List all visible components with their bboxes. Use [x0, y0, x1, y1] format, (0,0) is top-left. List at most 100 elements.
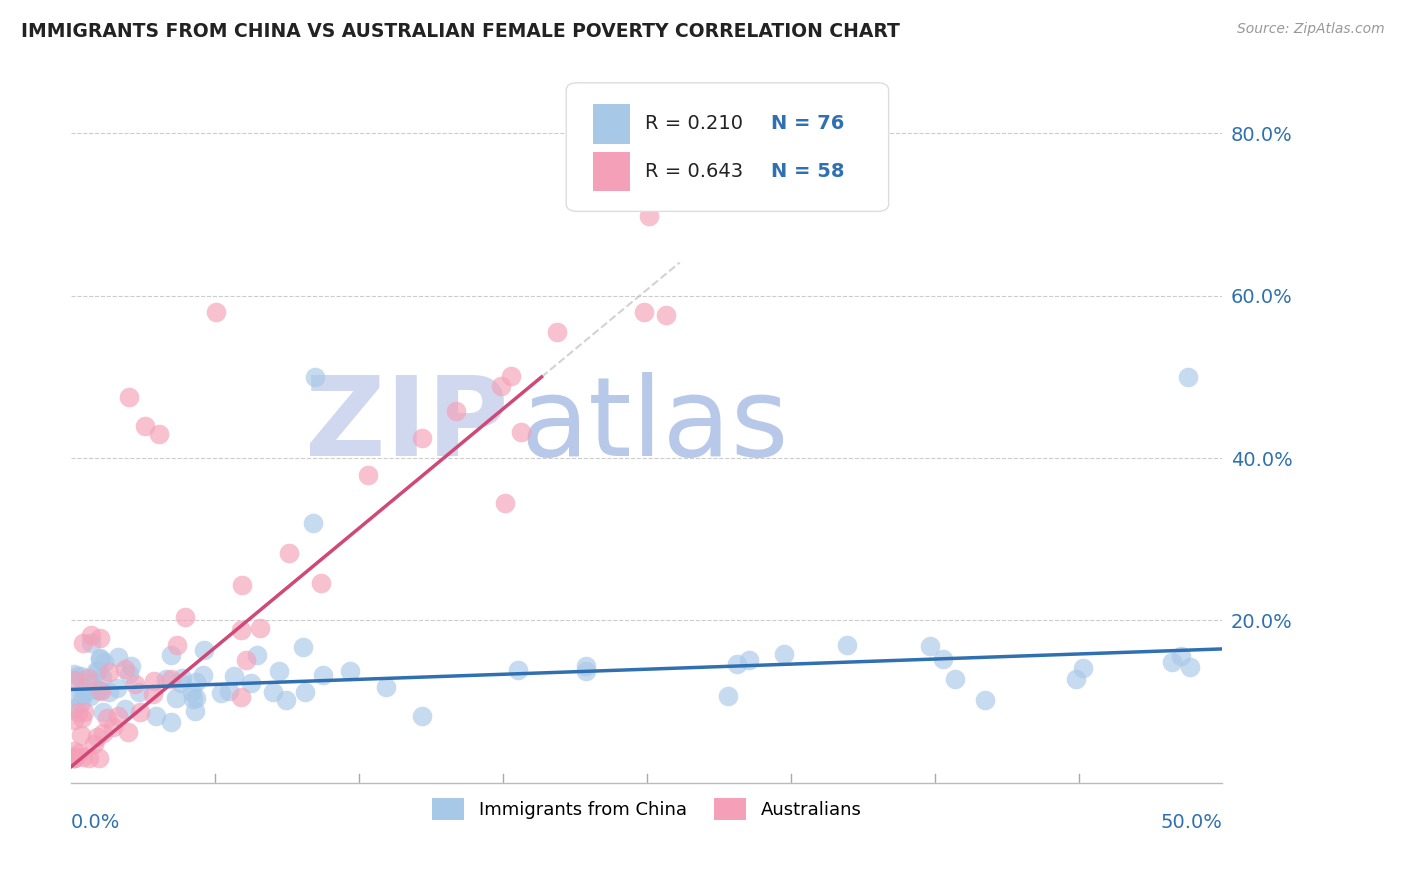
Point — [63, 667, 86, 681]
Point — [291, 640, 314, 654]
Point — [444, 404, 467, 418]
Point — [172, 671, 194, 685]
Point — [231, 578, 253, 592]
Point — [73, 705, 96, 719]
Point — [66, 669, 89, 683]
Point — [312, 668, 335, 682]
Text: 0.0%: 0.0% — [72, 814, 121, 832]
Point — [262, 685, 284, 699]
Point — [84, 664, 107, 678]
Point — [67, 746, 90, 760]
Point — [124, 676, 146, 690]
Point — [62, 744, 84, 758]
Text: ZIP: ZIP — [305, 372, 509, 479]
Point — [205, 305, 228, 319]
Point — [166, 638, 188, 652]
Point — [155, 672, 177, 686]
Point — [89, 682, 111, 697]
Point — [181, 684, 204, 698]
Point — [509, 425, 531, 439]
Point — [73, 680, 96, 694]
Point — [89, 651, 111, 665]
Point — [249, 621, 271, 635]
Point — [70, 688, 93, 702]
Point — [70, 669, 93, 683]
Point — [105, 681, 128, 696]
Point — [98, 685, 121, 699]
Point — [837, 638, 859, 652]
Point — [79, 689, 101, 703]
Point — [184, 674, 207, 689]
Point — [72, 749, 94, 764]
Point — [655, 308, 678, 322]
Point — [725, 657, 748, 672]
Point — [148, 426, 170, 441]
Point — [411, 708, 433, 723]
Point — [1160, 655, 1182, 669]
Point — [128, 684, 150, 698]
Point — [118, 390, 141, 404]
Point — [107, 708, 129, 723]
Point — [91, 670, 114, 684]
Point — [181, 691, 204, 706]
Point — [117, 724, 139, 739]
Point — [294, 684, 316, 698]
Point — [246, 648, 269, 662]
Point — [738, 653, 761, 667]
Point — [375, 681, 398, 695]
Point — [174, 610, 197, 624]
Point — [77, 672, 100, 686]
Point — [63, 688, 86, 702]
Point — [134, 418, 156, 433]
Point — [79, 636, 101, 650]
Text: IMMIGRANTS FROM CHINA VS AUSTRALIAN FEMALE POVERTY CORRELATION CHART: IMMIGRANTS FROM CHINA VS AUSTRALIAN FEMA… — [21, 22, 900, 41]
Point — [229, 623, 252, 637]
Point — [79, 751, 101, 765]
Point — [184, 690, 207, 705]
Text: 50.0%: 50.0% — [1160, 814, 1222, 832]
Point — [209, 686, 232, 700]
Point — [717, 689, 740, 703]
Point — [114, 662, 136, 676]
Point — [231, 690, 253, 705]
Point — [311, 575, 333, 590]
Bar — [593, 104, 630, 144]
Point — [62, 750, 84, 764]
Point — [170, 676, 193, 690]
Point — [87, 751, 110, 765]
Point — [193, 643, 215, 657]
Text: N = 58: N = 58 — [772, 161, 845, 181]
Point — [1180, 659, 1202, 673]
Point — [80, 628, 103, 642]
Point — [96, 711, 118, 725]
Point — [499, 369, 522, 384]
Point — [1170, 648, 1192, 663]
Point — [72, 636, 94, 650]
Text: Source: ZipAtlas.com: Source: ZipAtlas.com — [1237, 22, 1385, 37]
Point — [62, 751, 84, 765]
Point — [267, 665, 290, 679]
Bar — [593, 153, 630, 192]
Point — [943, 672, 966, 686]
Point — [90, 683, 112, 698]
Text: N = 76: N = 76 — [772, 114, 845, 133]
Point — [69, 696, 91, 710]
Point — [129, 705, 152, 719]
Point — [91, 725, 114, 739]
Point — [66, 705, 89, 719]
Point — [62, 713, 84, 727]
Point — [118, 667, 141, 681]
Point — [62, 701, 84, 715]
Point — [637, 210, 659, 224]
Point — [101, 720, 124, 734]
Point — [276, 693, 298, 707]
Point — [920, 640, 942, 654]
Legend: Immigrants from China, Australians: Immigrants from China, Australians — [425, 791, 869, 828]
Point — [575, 665, 598, 679]
Point — [160, 715, 183, 730]
Point — [1066, 673, 1088, 687]
Point — [93, 655, 115, 669]
Point — [86, 683, 108, 698]
Point — [120, 659, 142, 673]
Point — [304, 370, 326, 384]
